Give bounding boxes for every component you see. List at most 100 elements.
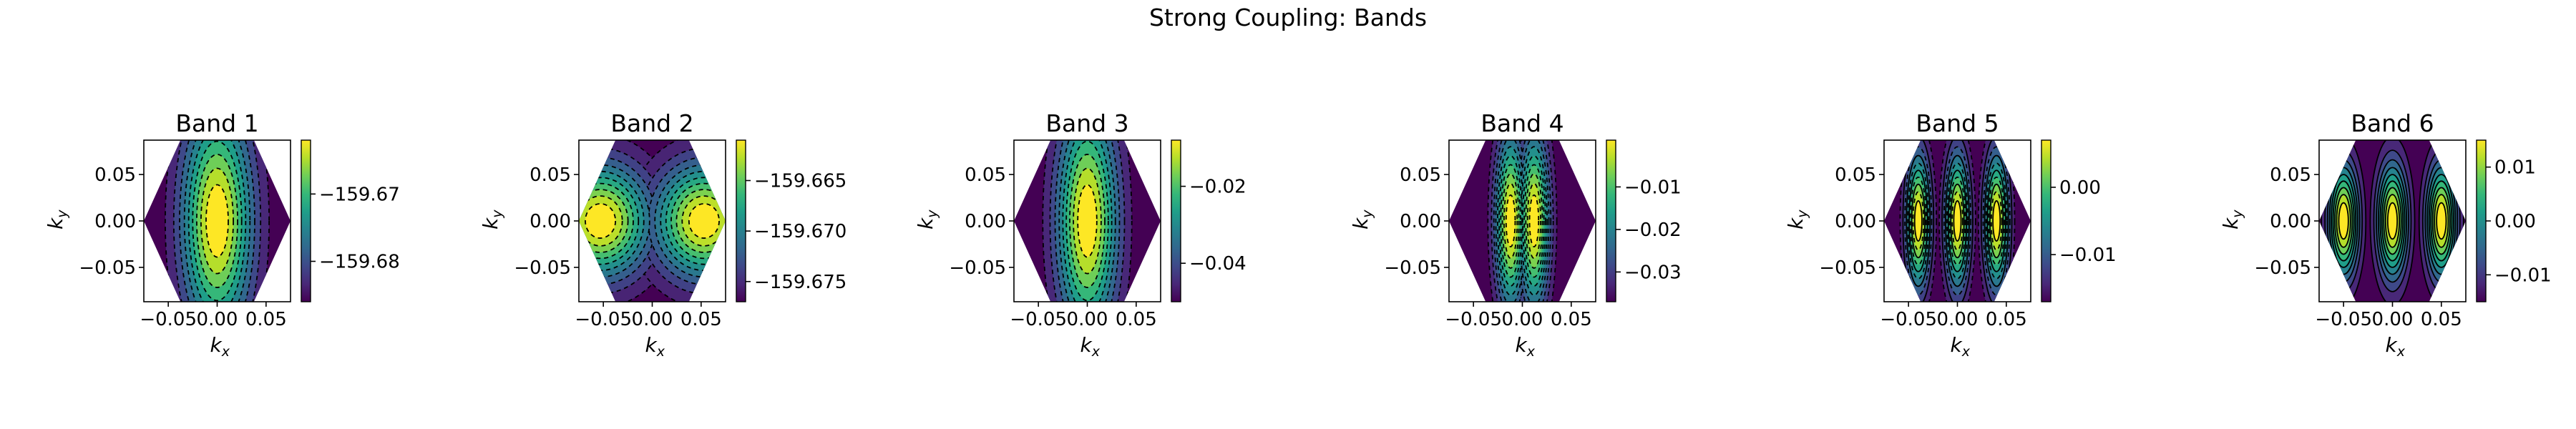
- contour-line-7-peak-1: [1909, 176, 1927, 266]
- colorbar-tick-label: −159.665: [754, 171, 847, 192]
- contour-line-8-peak-2: [1950, 183, 1965, 259]
- colorbar-tick-label: −0.01: [1624, 177, 1682, 198]
- contour-line-8-peak-1: [200, 167, 234, 275]
- x-tick-label: 0.00: [197, 309, 238, 330]
- contour-line-5-peak-1: [187, 140, 247, 302]
- contour-line-7-peak-2: [1523, 164, 1545, 278]
- contour-line-6-peak-1: [579, 177, 640, 265]
- contour-fill: [144, 140, 291, 302]
- contour-line-7-peak-2: [670, 182, 726, 260]
- contour-line-2-peak-1: [1049, 140, 1126, 302]
- contour-line-8-peak-1: [2336, 194, 2351, 248]
- colorbar-tick-label: −159.675: [754, 272, 847, 293]
- colorbar-tick-label: −0.02: [1624, 220, 1682, 241]
- band-panel-3: Band 3−0.05 0.00 0.050.050.00−0.05kxky−0.0…: [914, 109, 1246, 360]
- contour-fill: [2319, 140, 2466, 302]
- contour-line-7-peak-1: [196, 154, 238, 288]
- contour-line-8-peak-2: [1525, 173, 1543, 269]
- contour-level-10-peak-1: [1506, 194, 1516, 247]
- x-tick-label: 0.05: [245, 309, 287, 330]
- contour-line-5-peak-1: [1062, 140, 1113, 302]
- contour-level-10-peak-2: [688, 203, 720, 239]
- y-tick-label: 0.05: [530, 164, 571, 186]
- contour-line-9-peak-2: [1951, 191, 1963, 251]
- x-tick-label: −0.05: [575, 309, 632, 330]
- contour-line-10-peak-3: [1992, 200, 2001, 242]
- x-tick-label: 0.00: [2372, 309, 2414, 330]
- contour-line-8-peak-1: [1073, 167, 1102, 275]
- colorbar-tick-label: −0.02: [1189, 177, 1246, 198]
- x-axis-label: kx: [1951, 333, 1971, 360]
- contour-line-8-peak-2: [2384, 194, 2401, 248]
- contour-line-2-peak-2: [2373, 149, 2412, 292]
- contour-line-5-peak-2: [1946, 162, 1968, 280]
- contour-line-4-peak-2: [2377, 167, 2408, 275]
- colorbar-tick-label: 0.00: [2059, 177, 2101, 199]
- x-tick-label: 0.00: [1937, 309, 1979, 330]
- contour-line-3-peak-1: [1054, 140, 1121, 302]
- contour-level-10-peak-1: [585, 203, 616, 239]
- contour-line-10-peak-2: [688, 203, 720, 239]
- colorbar-bar: [736, 139, 746, 302]
- contour-line-6-peak-3: [1986, 169, 2006, 272]
- contour-level-9-peak-1: [2338, 202, 2348, 240]
- contour-level-9-peak-3: [2436, 202, 2446, 240]
- x-tick-label: 0.05: [2421, 309, 2462, 330]
- contour-level-9-peak-2: [2387, 202, 2398, 240]
- contour-line-9-peak-1: [1912, 191, 1925, 251]
- contour-line-10-peak-1: [1505, 194, 1516, 247]
- x-tick-label: 0.05: [1116, 309, 1157, 330]
- contour-fill: [1449, 140, 1596, 302]
- contour-line-8-peak-3: [1989, 183, 2004, 259]
- contour-line-7-peak-2: [1948, 176, 1966, 266]
- contour-line-1-peak-2: [2369, 140, 2416, 302]
- colorbar-tick-label: −0.01: [2059, 245, 2117, 266]
- colorbar-tick-label: −159.68: [319, 252, 400, 273]
- x-tick-label: −0.05: [1010, 309, 1067, 330]
- contour-line-6-peak-1: [2332, 180, 2355, 262]
- band-panel-6: Band 6−0.05 0.00 0.050.050.00−0.05kxky0.01…: [2219, 109, 2552, 360]
- contour-line-8-peak-1: [579, 189, 629, 253]
- contour-line-9-peak-1: [2338, 202, 2349, 240]
- contour-line-9-peak-2: [681, 195, 726, 247]
- contour-level-9-peak-1: [205, 184, 229, 257]
- y-tick-label: −0.05: [1384, 257, 1441, 279]
- x-tick-label: 0.00: [1502, 309, 1543, 330]
- contour-line-6-peak-2: [1947, 169, 1968, 272]
- x-tick-label: −0.05: [140, 309, 197, 330]
- x-tick-label: 0.05: [1986, 309, 2027, 330]
- contour-line-9-peak-3: [2436, 202, 2447, 240]
- contour-line-6-peak-2: [2381, 180, 2404, 262]
- contour-line-9-peak-1: [1077, 184, 1098, 258]
- contour-line-7-peak-2: [2383, 187, 2402, 255]
- y-axis-label: ky: [914, 209, 940, 230]
- band-panel-5: Band 5−0.05 0.00 0.050.050.00−0.05kxky0.00…: [1784, 109, 2117, 360]
- contour-line-1-peak-2: [1938, 140, 1976, 302]
- colorbar: −159.67 −159.68: [301, 139, 400, 302]
- contour-line-5-peak-1: [2331, 174, 2357, 268]
- colorbar: −0.01 −0.02 −0.03: [1606, 139, 1682, 302]
- colorbar-bar: [1606, 139, 1616, 302]
- contour-line-4-peak-3: [2426, 167, 2457, 275]
- colorbar-tick-label: 0.00: [2494, 211, 2536, 232]
- x-axis-label: kx: [2386, 333, 2406, 360]
- colorbar-bar: [2476, 139, 2487, 302]
- colorbar: −0.02 −0.04: [1171, 139, 1246, 302]
- contour-level-10-peak-3: [1993, 200, 2001, 242]
- contour-line-7-peak-1: [1500, 164, 1521, 278]
- contour-line-9-peak-2: [2386, 202, 2399, 240]
- band-panel-1: Band 1−0.05 0.00 0.050.050.00−0.05kxky−159…: [44, 109, 400, 360]
- x-axis-label: kx: [210, 333, 230, 360]
- y-tick-label: 0.00: [94, 211, 136, 232]
- contour-line-1-peak-1: [1899, 140, 1938, 302]
- colorbar: −159.665 −159.670 −159.675: [736, 139, 847, 302]
- contour-fill: [1884, 140, 2031, 302]
- colorbar: 0.00 −0.01: [2041, 139, 2117, 302]
- band-panels: Band 1−0.05 0.00 0.050.050.00−0.05kxky−159…: [44, 109, 2552, 360]
- contour-level-9-peak-1: [1078, 184, 1097, 257]
- colorbar-bar: [1171, 139, 1181, 302]
- figure-suptitle: Strong Coupling: Bands: [1149, 4, 1427, 31]
- contour-line-9-peak-1: [205, 184, 229, 258]
- y-axis-label: ky: [1349, 209, 1375, 230]
